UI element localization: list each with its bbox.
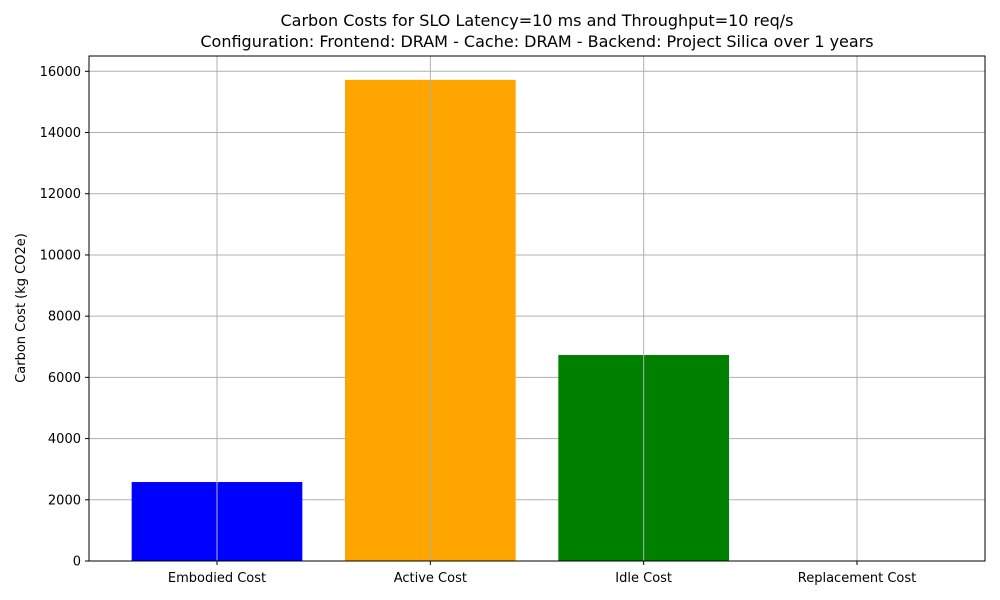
y-tick-label: 8000 [48, 310, 81, 325]
y-tick-label: 6000 [48, 371, 81, 386]
y-axis-label: Carbon Cost (kg CO2e) [14, 233, 29, 383]
x-tick-label: Idle Cost [615, 571, 672, 586]
y-axis-ticks: 0 2000 4000 6000 8000 10000 12000 14000 16000 [40, 65, 89, 570]
x-tick-label: Replacement Cost [798, 571, 916, 586]
chart-title: Carbon Costs for SLO Latency=10 ms and T… [280, 11, 793, 30]
x-axis-ticks: Embodied Cost Active Cost Idle Cost Replace… [168, 561, 916, 586]
x-tick-label: Active Cost [394, 571, 467, 586]
x-tick-label: Embodied Cost [168, 571, 266, 586]
chart-subtitle: Configuration: Frontend: DRAM - Cache: D… [200, 32, 873, 51]
x-grid [216, 56, 858, 561]
y-tick-label: 12000 [40, 187, 81, 202]
y-tick-label: 0 [73, 555, 81, 570]
y-tick-label: 10000 [40, 248, 81, 263]
y-tick-label: 4000 [48, 432, 81, 447]
y-tick-label: 14000 [40, 126, 81, 141]
plot-frame [88, 55, 986, 562]
y-tick-label: 2000 [48, 493, 81, 508]
y-tick-label: 16000 [40, 65, 81, 80]
